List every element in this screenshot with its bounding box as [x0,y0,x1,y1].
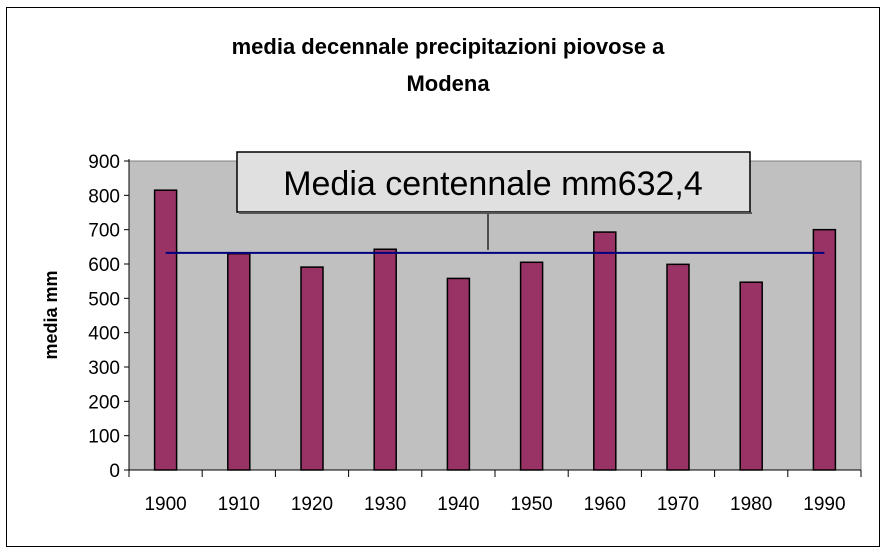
bar-1940 [446,277,471,471]
annotation-shadow [239,212,752,214]
x-tick-label: 1980 [730,494,772,515]
bar-1960 [593,231,617,471]
bar-1900 [153,189,178,471]
y-tick-label: 500 [88,289,120,310]
chart-title-line-1: media decennale precipitazioni piovose a [232,34,666,59]
x-tick-label: 1910 [218,494,260,515]
x-tick-label: 1920 [291,494,333,515]
x-tick-label: 1900 [144,494,186,515]
bar-1950 [519,261,544,471]
y-tick-label: 100 [88,427,120,448]
annotation-callout: Media centennale mm632,4 [236,151,752,214]
y-axis-label: media mm [41,270,61,359]
bar-1990 [812,228,837,471]
x-tick-label: 1930 [364,494,406,515]
y-tick-label: 600 [88,255,120,276]
y-tick-label: 900 [88,152,120,173]
bar-1910 [227,252,251,471]
y-tick-label: 200 [88,392,120,413]
bar-1970 [666,263,690,471]
x-tick-label: 1990 [803,494,845,515]
y-tick-label: 0 [109,461,120,482]
x-tick-label: 1970 [657,494,699,515]
bar-1930 [373,248,397,471]
y-tick-label: 700 [88,221,120,242]
bar-1920 [300,266,324,471]
chart-title-line-2: Modena [406,71,490,96]
y-tick-label: 400 [88,324,120,345]
annotation-text: Media centennale mm632,4 [283,165,703,203]
bar-1980 [739,281,763,471]
y-tick-label: 300 [88,358,120,379]
x-tick-label: 1940 [437,494,479,515]
x-tick-label: 1960 [584,494,626,515]
x-tick-label: 1950 [510,494,552,515]
y-tick-label: 800 [88,186,120,207]
